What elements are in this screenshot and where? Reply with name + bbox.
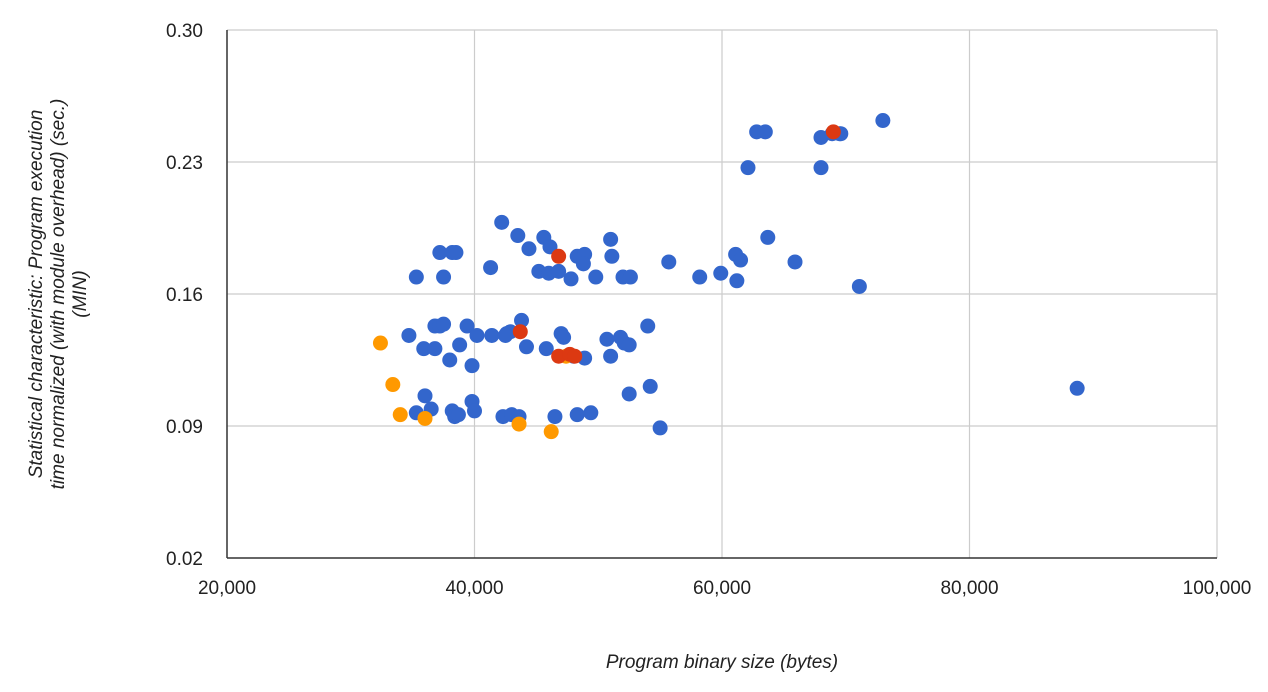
y-tick-label: 0.09 — [166, 417, 203, 438]
y-tick-label: 0.30 — [166, 21, 203, 42]
data-point-blue[interactable] — [494, 214, 510, 230]
data-point-blue[interactable] — [483, 260, 499, 276]
data-point-blue[interactable] — [875, 113, 891, 129]
x-tick-label: 80,000 — [940, 578, 998, 599]
data-point-blue[interactable] — [599, 331, 615, 347]
data-point-orange[interactable] — [417, 410, 433, 426]
y-tick-label: 0.23 — [166, 153, 203, 174]
data-point-blue[interactable] — [556, 329, 572, 345]
data-point-blue[interactable] — [569, 407, 585, 423]
y-axis-title-line-3: (MIN) — [70, 270, 91, 317]
data-point-blue[interactable] — [417, 388, 433, 404]
data-point-blue[interactable] — [729, 273, 745, 289]
data-point-blue[interactable] — [408, 269, 424, 285]
data-point-blue[interactable] — [551, 263, 567, 279]
grid-lines — [227, 29, 1218, 558]
data-point-blue[interactable] — [621, 337, 637, 353]
data-point-blue[interactable] — [640, 318, 656, 334]
data-point-blue[interactable] — [661, 254, 677, 270]
data-point-blue[interactable] — [416, 341, 432, 357]
data-point-blue[interactable] — [760, 229, 776, 245]
data-point-blue[interactable] — [442, 352, 458, 368]
data-point-blue[interactable] — [1069, 380, 1085, 396]
data-point-blue[interactable] — [603, 348, 619, 364]
data-point-blue[interactable] — [538, 341, 554, 357]
data-point-blue[interactable] — [652, 420, 668, 436]
x-tick-label: 60,000 — [693, 578, 751, 599]
y-tick-label: 0.02 — [166, 549, 203, 570]
data-point-orange[interactable] — [392, 407, 408, 423]
series-red — [512, 124, 841, 364]
data-point-red[interactable] — [551, 248, 567, 264]
data-point-blue[interactable] — [459, 318, 475, 334]
data-point-blue[interactable] — [642, 378, 658, 394]
data-point-blue[interactable] — [436, 316, 452, 332]
data-point-blue[interactable] — [432, 245, 448, 261]
data-point-blue[interactable] — [427, 341, 443, 357]
data-points — [372, 113, 1085, 440]
data-point-red[interactable] — [567, 348, 583, 364]
data-point-orange[interactable] — [372, 335, 388, 351]
data-point-blue[interactable] — [583, 405, 599, 421]
data-point-blue[interactable] — [692, 269, 708, 285]
axes — [226, 30, 1217, 559]
data-point-orange[interactable] — [511, 416, 527, 432]
data-point-blue[interactable] — [851, 278, 867, 294]
data-point-red[interactable] — [825, 124, 841, 140]
data-point-blue[interactable] — [740, 160, 756, 176]
data-point-blue[interactable] — [787, 254, 803, 270]
data-point-blue[interactable] — [604, 248, 620, 264]
data-point-blue[interactable] — [518, 339, 534, 355]
data-point-blue[interactable] — [452, 337, 468, 353]
data-point-blue[interactable] — [401, 327, 417, 343]
y-tick-label: 0.16 — [166, 285, 203, 306]
data-point-red[interactable] — [512, 324, 528, 340]
data-point-blue[interactable] — [588, 269, 604, 285]
data-point-blue[interactable] — [521, 241, 537, 257]
data-point-blue[interactable] — [621, 386, 637, 402]
data-point-blue[interactable] — [733, 252, 749, 268]
x-tick-label: 20,000 — [198, 578, 256, 599]
data-point-blue[interactable] — [497, 327, 513, 343]
data-point-red[interactable] — [551, 348, 567, 364]
data-point-blue[interactable] — [575, 256, 591, 272]
data-point-blue[interactable] — [542, 239, 558, 255]
data-point-blue[interactable] — [514, 312, 530, 328]
data-point-blue[interactable] — [484, 327, 500, 343]
data-point-blue[interactable] — [469, 327, 485, 343]
data-point-blue[interactable] — [622, 269, 638, 285]
data-point-orange[interactable] — [385, 377, 401, 393]
data-point-blue[interactable] — [713, 265, 729, 281]
x-tick-label: 100,000 — [1183, 578, 1252, 599]
data-point-blue[interactable] — [464, 358, 480, 374]
x-tick-label: 40,000 — [445, 578, 503, 599]
series-blue — [401, 113, 1085, 436]
data-point-orange[interactable] — [543, 424, 559, 440]
data-point-blue[interactable] — [467, 403, 482, 419]
x-axis-title: Program binary size (bytes) — [606, 652, 838, 673]
tick-labels: 20,000 40,000 60,000 80,000 100,000 0.02 0.09 0… — [166, 21, 1251, 599]
data-point-blue[interactable] — [547, 409, 563, 425]
y-axis-title-line-2: time normalized (with module overhead) (… — [48, 99, 69, 490]
data-point-blue[interactable] — [603, 231, 619, 247]
data-point-blue[interactable] — [436, 269, 452, 285]
data-point-blue[interactable] — [448, 245, 464, 261]
data-point-blue[interactable] — [450, 407, 466, 423]
y-axis-title: Statistical characteristic: Program exec… — [26, 99, 91, 490]
data-point-blue[interactable] — [563, 271, 579, 287]
data-point-blue[interactable] — [813, 160, 829, 176]
data-point-blue[interactable] — [510, 228, 526, 244]
y-axis-title-line-1: Statistical characteristic: Program exec… — [26, 110, 47, 479]
data-point-blue[interactable] — [757, 124, 773, 140]
